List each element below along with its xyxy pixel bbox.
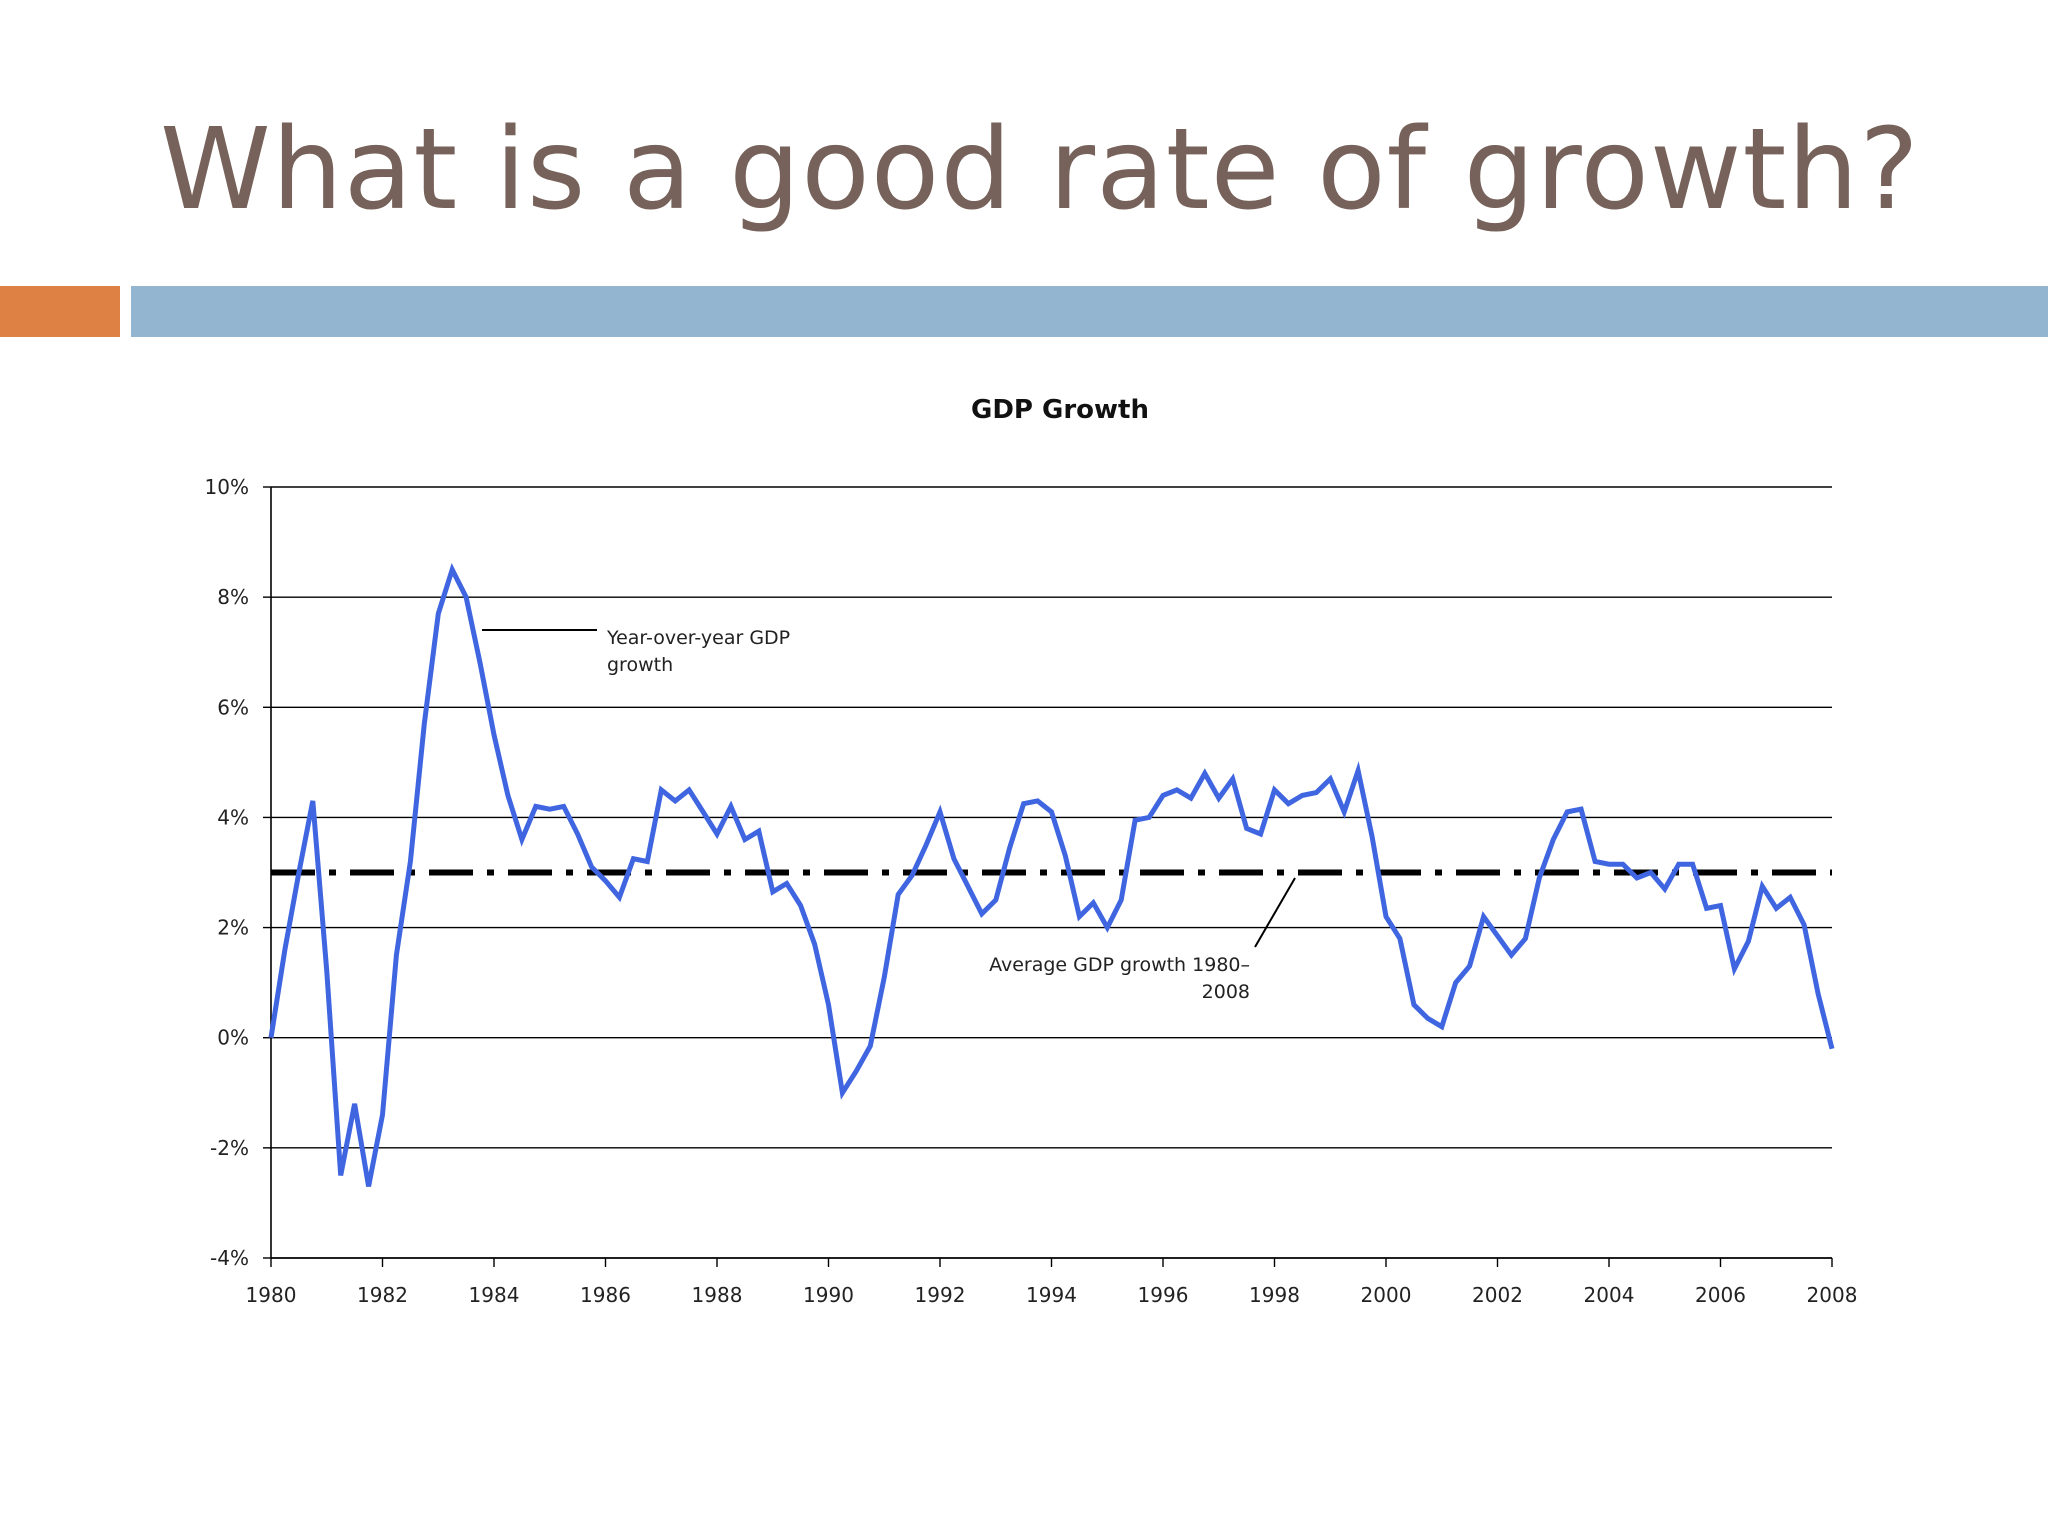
y-tick-label: 10% [205, 475, 249, 499]
slide-title: What is a good rate of growth? [160, 105, 1920, 235]
y-tick-label: -4% [210, 1246, 249, 1270]
x-tick-label: 2002 [1472, 1283, 1523, 1307]
y-tick-label: 2% [217, 916, 249, 940]
y-tick-label: 6% [217, 695, 249, 719]
y-axis-ticks: -4% -2% 0% 2% 4% 6% 8% 10% [205, 475, 271, 1270]
x-tick-label: 2004 [1584, 1283, 1635, 1307]
x-tick-label: 2006 [1695, 1283, 1746, 1307]
x-tick-label: 1990 [803, 1283, 854, 1307]
y-tick-label: 0% [217, 1026, 249, 1050]
x-tick-label: 1996 [1138, 1283, 1189, 1307]
annotation-gdp-line1: Year-over-year GDP [606, 627, 790, 649]
x-tick-label: 1986 [580, 1283, 631, 1307]
y-tick-label: 8% [217, 585, 249, 609]
x-tick-label: 1994 [1026, 1283, 1077, 1307]
gdp-growth-line [268, 562, 1835, 1187]
x-tick-label: 1984 [469, 1283, 520, 1307]
x-tick-label: 1980 [246, 1283, 297, 1307]
x-tick-label: 2000 [1361, 1283, 1412, 1307]
x-tick-label: 1992 [915, 1283, 966, 1307]
series-lines [268, 562, 1835, 1187]
y-tick-label: -2% [210, 1136, 249, 1160]
x-tick-label: 2008 [1807, 1283, 1858, 1307]
annotation-average-line1: Average GDP growth 1980– [989, 954, 1250, 976]
annotation-leader-average [1254, 877, 1296, 948]
x-axis-ticks: 1980 1982 1984 1986 1988 1990 1992 1994 1996 1998… [246, 1258, 1858, 1307]
x-tick-label: 1988 [692, 1283, 743, 1307]
annotations: Year-over-year GDP growth Average GDP gr… [482, 627, 1296, 1003]
chart-title: GDP Growth [971, 395, 1149, 425]
accent-bar-blue [131, 286, 2048, 337]
annotation-average-line2: 2008 [1202, 981, 1250, 1003]
annotation-gdp-line2: growth [607, 654, 673, 676]
y-tick-label: 4% [217, 805, 249, 829]
accent-bar-orange [0, 286, 120, 337]
x-tick-label: 1998 [1249, 1283, 1300, 1307]
x-tick-label: 1982 [357, 1283, 408, 1307]
